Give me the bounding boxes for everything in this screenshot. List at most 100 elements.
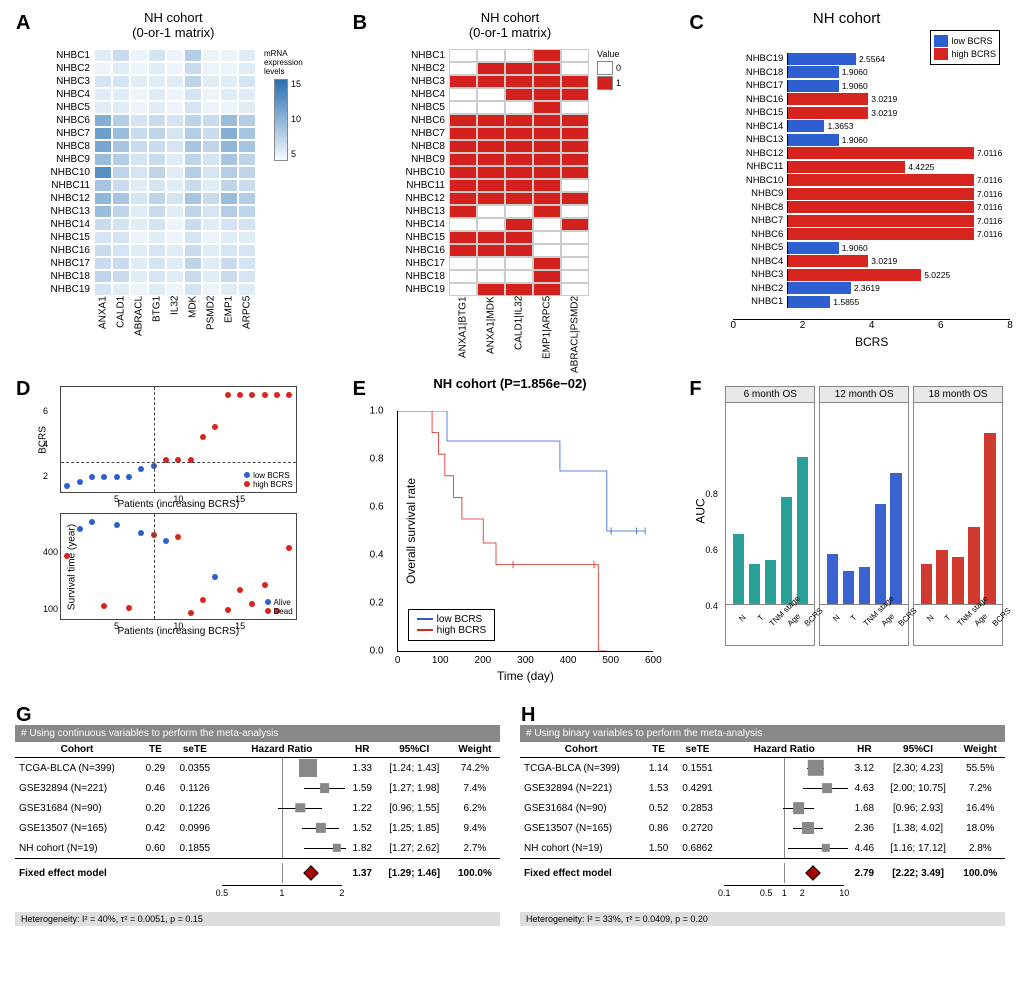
forest-header: # Using binary variables to perform the … [520,725,1005,742]
heatmap-a-cell [148,88,166,101]
heatmap-a-cell [184,140,202,153]
heatmap-b-cell [561,179,589,192]
heatmap-a-col-label: MDK [184,296,202,346]
km-plot: Overall survival rate Time (day) low BCR… [397,411,654,652]
heatmap-a-cell [184,192,202,205]
bar-row: NHBC127.0116 [733,147,1000,159]
f-facet-title: 12 month OS [820,387,908,403]
f-bar [875,504,886,605]
f-bar [797,457,808,604]
bar-fill: 3.0219 [788,107,868,119]
panel-f: F AUC 0.40.60.86 month OSNTTNM stageAgeB… [683,376,1010,692]
bar-value: 3.0219 [868,256,897,266]
heatmap-a-row-label: NHBC13 [44,205,94,218]
heatmap-b-cell [449,179,477,192]
heatmap-a-cell [238,88,256,101]
f-bar [936,550,947,604]
heatmap-a-cell [202,88,220,101]
d-xtick: 10 [173,621,183,631]
heatmap-b-cell [561,114,589,127]
bar-row: NHBC22.3619 [733,282,1000,294]
panel-b-title: NH cohort (0-or-1 matrix) [347,10,674,40]
bar-row: NHBC97.0116 [733,188,1000,200]
heatmap-b-cell [449,75,477,88]
heatmap-a-cell [184,153,202,166]
bar-ylabel: NHBC16 [733,94,787,105]
heatmap-b-cell [477,244,505,257]
f-bar [952,557,963,604]
heatmap-b-row-label: NHBC11 [399,179,449,192]
heatmap-a-col-label: EMP1 [220,296,238,346]
heatmap-b-row-label: NHBC14 [399,218,449,231]
heatmap-b-col-label: ANXA1|BTG1 [449,296,477,366]
heatmap-b-cell [477,127,505,140]
heatmap-a-cell [130,166,148,179]
heatmap-b-cell [533,166,561,179]
heatmap-b-cell [505,244,533,257]
heatmap-a-cell [220,75,238,88]
heatmap-a-row-label: NHBC16 [44,244,94,257]
heatmap-a-cell [238,127,256,140]
heatmap-b-cell [561,75,589,88]
c-tick: 6 [938,320,944,331]
heatmap-a-cell [130,218,148,231]
heatmap-b-cell [505,205,533,218]
heatmap-b-row-label: NHBC13 [399,205,449,218]
heatmap-a-cell [220,153,238,166]
heatmap-a-cell [202,270,220,283]
heatmap-a-col-label: PSMD2 [202,296,220,346]
heatmap-a-cell [148,283,166,296]
legend-b-title: Value [597,49,621,59]
panel-e-title: NH cohort (P=1.856e−02) [347,376,674,391]
heatmap-a-cell [94,127,112,140]
heatmap-b-cell [561,283,589,296]
bar-value: 1.9060 [839,135,868,145]
heatmap-b-row-label: NHBC19 [399,283,449,296]
heatmap-b-row-label: NHBC4 [399,88,449,101]
heatmap-a-cell [166,62,184,75]
heatmap-b-cell [477,75,505,88]
panel-e-label: E [353,378,366,401]
panel-d: D BCRS Patients (increasing BCRS) 246510… [10,376,337,692]
heatmap-a-col-label: IL32 [166,296,184,346]
d-bot-ylabel: Survival time (year) [67,523,78,609]
bar-value: 2.3619 [851,283,880,293]
heatmap-a-cell [238,218,256,231]
heatmap-b-cell [505,75,533,88]
heatmap-a-cell [94,62,112,75]
heatmap-b-cell [449,270,477,283]
heatmap-a-cell [148,231,166,244]
km-ytick: 0.2 [370,598,384,609]
heatmap-a-row-label: NHBC7 [44,127,94,140]
heatmap-a-row-label: NHBC4 [44,88,94,101]
heatmap-a-cell [184,231,202,244]
f-bar [733,534,744,604]
heatmap-b-cell [505,101,533,114]
f-facet-title: 6 month OS [726,387,814,403]
heatmap-a-cell [184,114,202,127]
heatmap-b-cell [477,283,505,296]
heatmap-a-cell [112,49,130,62]
legend-b-0: 0 [597,61,621,75]
heatmap-a-col-label: CALD1 [112,296,130,346]
d-ytick: 100 [43,604,58,614]
heatmap-b-cell [449,231,477,244]
heatmap-a-cell [94,218,112,231]
heatmap-b-cell [505,140,533,153]
forest-fixed-row: Fixed effect model1.37[1.29; 1.46]100.0% [15,863,500,883]
scatter-point [175,534,181,540]
heatmap-b-col-label: CALD1|IL32 [505,296,533,366]
heatmap-a-cell [130,140,148,153]
heatmap-a-cell [220,231,238,244]
bar-row: NHBC171.9060 [733,80,1000,92]
heatmap-b-cell [477,192,505,205]
heatmap-b-row-label: NHBC1 [399,49,449,62]
scatter-point [286,545,292,551]
heatmap-a-cell [112,283,130,296]
c-tick: 2 [800,320,806,331]
heatmap-a-cell [166,218,184,231]
bar-value: 1.3653 [824,121,853,131]
heatmap-b-cell [533,62,561,75]
bar-row: NHBC43.0219 [733,255,1000,267]
heatmap-a-cell [220,62,238,75]
